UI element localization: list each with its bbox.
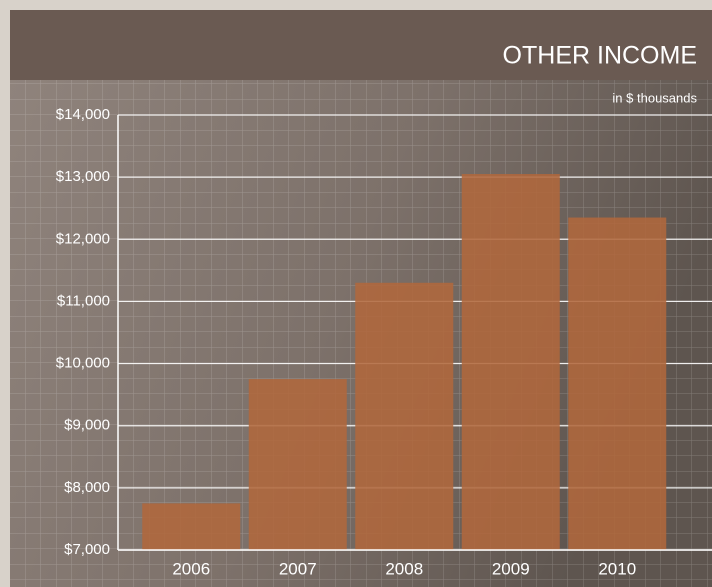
y-tick-label: $12,000: [56, 230, 110, 247]
bar: [461, 174, 560, 551]
x-tick-label: 2008: [385, 559, 423, 578]
y-tick-label: $11,000: [57, 292, 110, 309]
chart-title: OTHER INCOME: [503, 42, 697, 70]
x-tick-label: 2007: [279, 559, 317, 578]
plot: $7,000 $8,000 $9,000 $10,000 $11,000 $12,000 $…: [56, 106, 712, 578]
y-tick-label: $9,000: [64, 417, 110, 434]
bar: [248, 379, 347, 550]
bar: [568, 217, 667, 551]
x-tick-label: 2006: [172, 559, 210, 578]
x-tick-label: 2009: [492, 559, 530, 578]
bar: [355, 282, 454, 550]
y-tick-label: $13,000: [56, 168, 110, 185]
chart-subtitle: in $ thousands: [612, 90, 697, 105]
header: [10, 10, 712, 80]
y-tick-label: $10,000: [56, 355, 110, 372]
x-tick-label: 2010: [598, 559, 636, 578]
bar: [142, 503, 241, 550]
y-tick-label: $14,000: [56, 106, 110, 123]
y-tick-label: $7,000: [64, 541, 110, 558]
y-tick-label: $8,000: [64, 479, 110, 496]
